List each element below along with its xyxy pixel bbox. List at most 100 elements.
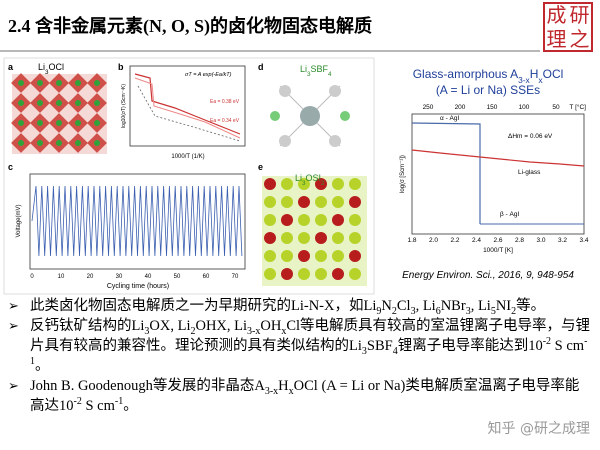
text-part: OHX, Li bbox=[195, 318, 248, 334]
atom bbox=[264, 196, 276, 208]
text-part: 2 bbox=[391, 305, 397, 317]
text-part: OCl (A = Li or Na)类电解质室温离子电导率能高达10 bbox=[30, 378, 580, 414]
logo-char: 之 bbox=[569, 29, 590, 51]
atom bbox=[349, 268, 361, 280]
text-part: 3 bbox=[361, 345, 367, 357]
atom bbox=[264, 178, 276, 190]
text-part: 3 bbox=[144, 325, 150, 337]
atom bbox=[18, 80, 24, 86]
text-part: H bbox=[530, 67, 539, 81]
atom bbox=[332, 214, 344, 226]
x-axis-label: 1000/T (1/K) bbox=[171, 154, 204, 160]
atom bbox=[75, 80, 81, 86]
atom bbox=[37, 100, 43, 106]
atom bbox=[332, 232, 344, 244]
curve-label: Li-glass bbox=[518, 169, 541, 176]
plot-right bbox=[411, 113, 585, 235]
text-part: 等。 bbox=[516, 298, 546, 314]
top-unit: T [°C] bbox=[569, 103, 586, 111]
atom bbox=[18, 120, 24, 126]
text-part: 3 bbox=[410, 305, 416, 317]
atom bbox=[94, 120, 100, 126]
text-part: 锂离子电导率能达到10 bbox=[397, 338, 543, 354]
text-part: -2 bbox=[542, 336, 552, 348]
text-part: SBF bbox=[366, 338, 393, 354]
watermark: 知乎 @研之成理 bbox=[487, 421, 590, 437]
atom bbox=[264, 250, 276, 262]
bottom-tick-label: 3.0 bbox=[536, 237, 545, 244]
text-part: 3 bbox=[45, 69, 49, 76]
atom bbox=[349, 250, 361, 262]
text-part: 3-x bbox=[264, 385, 279, 397]
atom bbox=[264, 232, 276, 244]
logo-char: 理 bbox=[546, 29, 567, 51]
atom bbox=[298, 232, 310, 244]
crystal-d bbox=[270, 85, 350, 147]
atom bbox=[281, 214, 293, 226]
atom bbox=[315, 232, 327, 244]
text-part: OX, Li bbox=[149, 318, 191, 334]
atom bbox=[18, 140, 24, 146]
atom bbox=[298, 250, 310, 262]
text-part: x bbox=[288, 385, 294, 397]
text-part: H bbox=[278, 378, 289, 394]
text-part: x bbox=[538, 75, 543, 85]
atom bbox=[264, 214, 276, 226]
curve-label: ΔHm = 0.06 eV bbox=[508, 133, 553, 140]
text-part: Cl bbox=[396, 298, 411, 314]
text-part: Li bbox=[38, 62, 45, 72]
bottom-tick-label: 1.8 bbox=[407, 237, 416, 244]
voltage-trace bbox=[31, 185, 243, 257]
x-tick-label: 40 bbox=[145, 274, 152, 280]
y-axis-label: log(σ [Scm⁻¹]) bbox=[400, 155, 406, 193]
text-part: Li bbox=[300, 64, 307, 74]
atom bbox=[75, 100, 81, 106]
text-part: NBr bbox=[440, 298, 466, 314]
text-part: NI bbox=[495, 298, 512, 314]
text-part: x bbox=[281, 325, 287, 337]
y-axis-label: Voltage(mV) bbox=[16, 204, 22, 237]
atom bbox=[281, 232, 293, 244]
plot-c bbox=[29, 173, 246, 270]
atom bbox=[94, 80, 100, 86]
text-part: OSI bbox=[306, 173, 322, 183]
bottom-tick-label: 3.4 bbox=[579, 237, 588, 244]
text-part: OCl bbox=[543, 67, 564, 81]
atom bbox=[298, 196, 310, 208]
text-part: 3 bbox=[465, 305, 471, 317]
atom bbox=[315, 268, 327, 280]
top-tick-label: 100 bbox=[519, 104, 530, 111]
atom bbox=[315, 178, 327, 190]
text-part: 3-x bbox=[247, 325, 261, 337]
rich-label: Glass-amorphous A3-xHxOCl bbox=[413, 67, 564, 85]
atom bbox=[281, 250, 293, 262]
title-rule bbox=[0, 50, 540, 52]
bullet: 反钙钛矿结构的Li3OX, Li2OHX, Li3-xOHxCl等电解质具有较高… bbox=[6, 316, 592, 376]
text-part: OCl bbox=[49, 62, 65, 72]
text-part: 3-x bbox=[518, 75, 530, 85]
atom bbox=[332, 268, 344, 280]
x-tick-label: 30 bbox=[116, 274, 123, 280]
bullet: 此类卤化物固态电解质之一为早期研究的Li-N-X，如Li9N2Cl3, Li6N… bbox=[6, 296, 592, 316]
top-tick-label: 50 bbox=[552, 104, 560, 111]
bottom-tick-label: 2.8 bbox=[515, 237, 524, 244]
ea-label: Ea = 0.34 eV bbox=[210, 118, 240, 124]
text-part: N bbox=[381, 298, 392, 314]
text-part: OH bbox=[260, 318, 282, 334]
top-tick-label: 200 bbox=[455, 104, 466, 111]
atom bbox=[281, 268, 293, 280]
atom bbox=[94, 100, 100, 106]
atom bbox=[315, 250, 327, 262]
text-part: Cl等电解质具有较高的室温锂离子电导率，与锂片具有较高的兼容性。理论预测的具有类… bbox=[30, 318, 591, 354]
ea-label: Ea = 0.38 eV bbox=[210, 99, 240, 105]
text-part: Glass-amorphous A bbox=[413, 67, 518, 81]
rich-label: Li3OCl bbox=[38, 62, 64, 76]
text-part: SBF bbox=[311, 64, 329, 74]
curve-label: β - AgI bbox=[500, 211, 519, 218]
atom bbox=[56, 140, 62, 146]
x-tick-label: 10 bbox=[58, 274, 65, 280]
text-part: Li bbox=[295, 173, 302, 183]
text-part: 3 bbox=[307, 71, 311, 78]
